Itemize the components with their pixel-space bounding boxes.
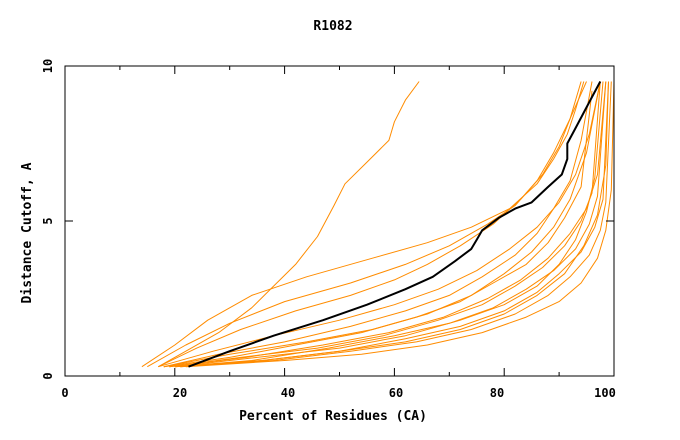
series-layer: [141, 81, 615, 368]
series-line-model-3: [158, 81, 582, 368]
x-tick-label: 80: [490, 386, 504, 400]
y-tick-label: 5: [41, 217, 55, 224]
series-line-model-7: [174, 81, 607, 368]
y-tick-label: 0: [41, 372, 55, 379]
series-line-model-11: [169, 81, 607, 368]
x-tick-label: 100: [594, 386, 616, 400]
series-line-model-2: [147, 81, 587, 368]
series-line-model-6: [169, 81, 601, 368]
series-line-model-outlier: [158, 81, 420, 368]
chart-title: R1082: [313, 19, 352, 34]
y-axis-label: Distance Cutoff, A: [20, 162, 35, 303]
series-line-model-9: [180, 81, 612, 368]
series-line-model-13: [180, 81, 609, 368]
series-line-model-4: [163, 81, 593, 368]
x-axis-label: Percent of Residues (CA): [239, 409, 427, 424]
tick-marks: [64, 65, 615, 377]
x-tick-label: 20: [173, 386, 187, 400]
series-line-model-10: [174, 81, 604, 368]
series-line-model-1: [141, 81, 585, 368]
y-tick-label: 10: [41, 59, 55, 73]
series-line-model-15: [185, 81, 615, 368]
series-line-model-12: [163, 81, 601, 368]
x-tick-label: 0: [61, 386, 68, 400]
series-line-model-14: [158, 81, 601, 368]
x-tick-label: 60: [389, 386, 403, 400]
x-tick-label: 40: [281, 386, 295, 400]
series-line-highlighted-model: [188, 81, 602, 368]
